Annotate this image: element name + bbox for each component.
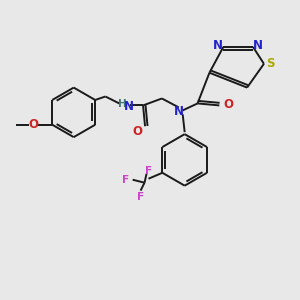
Text: N: N — [253, 40, 263, 52]
Text: N: N — [124, 100, 134, 113]
Text: O: O — [132, 125, 142, 138]
Text: O: O — [223, 98, 233, 111]
Text: H: H — [118, 99, 127, 110]
Text: N: N — [174, 105, 184, 118]
Text: F: F — [145, 166, 152, 176]
Text: S: S — [267, 57, 275, 70]
Text: N: N — [213, 40, 224, 52]
Text: F: F — [122, 175, 129, 185]
Text: O: O — [28, 118, 38, 131]
Text: F: F — [137, 192, 144, 202]
